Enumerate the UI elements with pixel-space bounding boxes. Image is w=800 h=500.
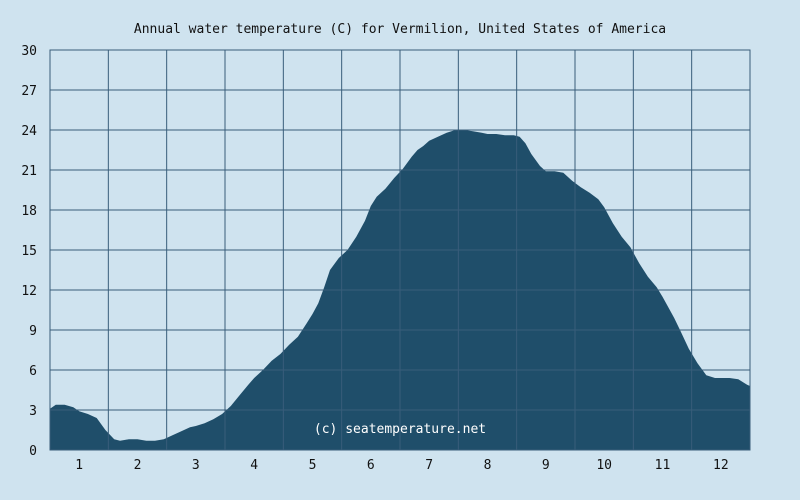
y-tick-label: 15 [21, 244, 37, 259]
x-tick-label: 3 [192, 458, 200, 473]
grid-layer [50, 50, 750, 450]
y-tick-label: 0 [29, 444, 37, 459]
x-tick-label: 8 [484, 458, 492, 473]
y-axis: 0 3 6 9 12 15 18 21 24 27 30 [21, 44, 37, 459]
y-tick-label: 9 [29, 324, 37, 339]
x-tick-label: 1 [75, 458, 83, 473]
x-tick-label: 4 [250, 458, 258, 473]
y-tick-label: 12 [21, 284, 37, 299]
x-tick-label: 12 [713, 458, 729, 473]
x-tick-label: 9 [542, 458, 550, 473]
chart-title: Annual water temperature (C) for Vermili… [134, 22, 666, 37]
x-tick-label: 5 [309, 458, 317, 473]
y-tick-label: 3 [29, 404, 37, 419]
plot-frame [49, 49, 751, 451]
x-tick-label: 11 [655, 458, 671, 473]
watermark: (c) seatemperature.net [314, 422, 486, 437]
y-tick-label: 27 [21, 84, 37, 99]
y-tick-label: 21 [21, 164, 37, 179]
x-tick-label: 7 [425, 458, 433, 473]
x-tick-label: 6 [367, 458, 375, 473]
x-tick-label: 2 [134, 458, 142, 473]
y-tick-label: 30 [21, 44, 37, 59]
y-tick-label: 6 [29, 364, 37, 379]
x-tick-label: 10 [596, 458, 612, 473]
x-axis: 1 2 3 4 5 6 7 8 9 10 11 12 [75, 458, 728, 473]
y-tick-label: 24 [21, 124, 37, 139]
y-tick-label: 18 [21, 204, 37, 219]
